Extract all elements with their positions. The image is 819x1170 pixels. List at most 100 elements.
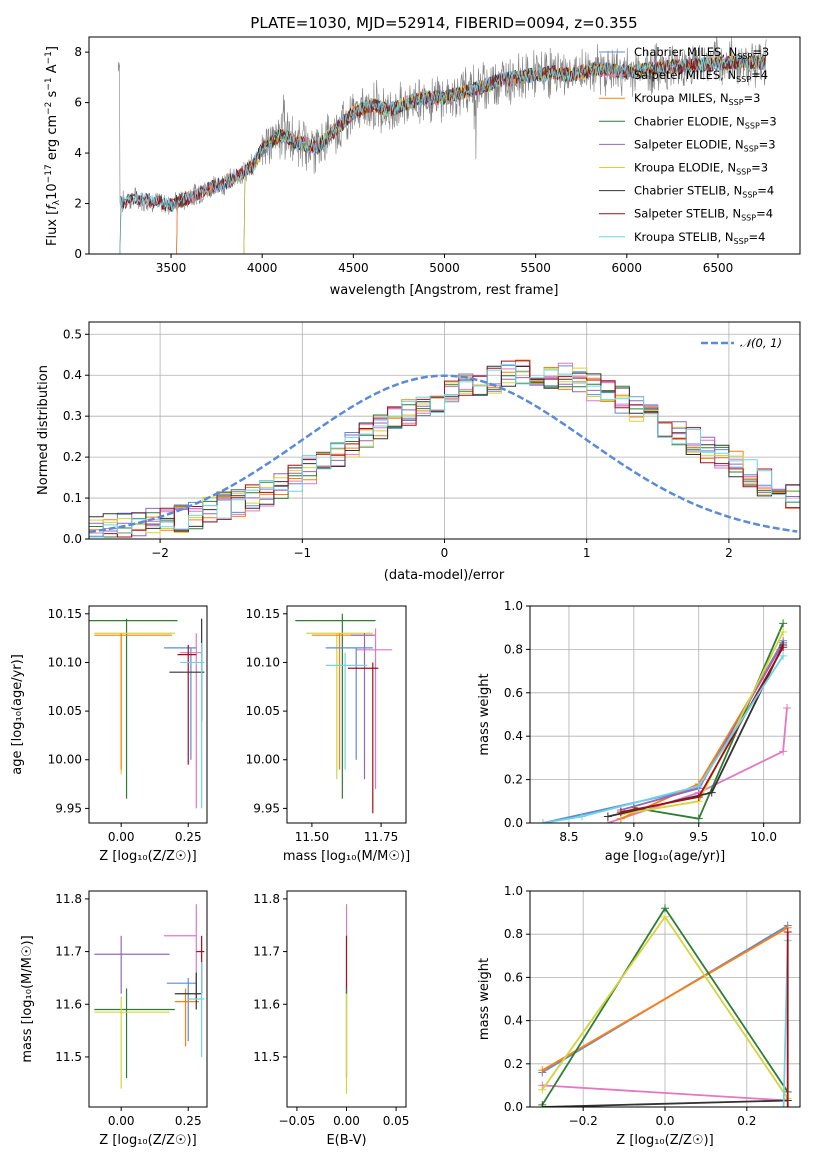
- series-point-kroupa_stelib: [694, 782, 703, 791]
- y-tick-label: 10.05: [48, 704, 82, 718]
- y-tick-label: 10.05: [246, 704, 280, 718]
- x-tick-label: 0.0: [655, 1114, 674, 1128]
- x-axis-label: mass [log₁₀(M/M☉)]: [283, 849, 410, 864]
- spectrum-x-label: wavelength [Angstrom, rest frame]: [330, 283, 559, 298]
- y-tick-label: 0.8: [504, 927, 523, 941]
- model-spectrum-chabrier_elodie: [243, 55, 766, 254]
- series-line-chabrier_stelib: [542, 1099, 788, 1107]
- y-tick-label: 0.0: [63, 532, 82, 546]
- spectrum-panel: PLATE=1030, MJD=52914, FIBERID=0094, z=0…: [44, 14, 801, 298]
- x-tick-label: 0.00: [108, 830, 135, 844]
- residual-x-label: (data-model)/error: [384, 568, 505, 583]
- x-tick-label: 0.25: [175, 1114, 202, 1128]
- series-point-kroupa_stelib: [538, 819, 547, 823]
- x-tick-label: 1: [583, 546, 591, 560]
- series-line-salpeter_stelib: [620, 646, 784, 813]
- y-tick-label: 10.15: [246, 607, 280, 621]
- x-tick-label: 0.2: [737, 1114, 756, 1128]
- axes-frame: [529, 605, 801, 824]
- y-tick-label: 8: [74, 45, 82, 59]
- y-tick-label: 2: [74, 197, 82, 211]
- y-tick-label: 9.95: [253, 801, 280, 815]
- y-tick-label: 11.7: [253, 945, 280, 959]
- spectrum-plot-area: 3500 4000 4500 5000 5500 6000 6500 0 2 4 6 8: [74, 36, 801, 275]
- legend-label-salpeter_elodie: Salpeter ELODIE, NSSP=3: [634, 137, 776, 153]
- series-line-salpeter_elodie: [620, 642, 784, 811]
- residual-panel: −2 −1 0 1 2 0.0 0.1 0.2 0.3 0.4 0.5 (data-model)/e…: [36, 321, 801, 583]
- model-spectrum-kroupa_elodie: [243, 54, 766, 254]
- spectrum-title: PLATE=1030, MJD=52914, FIBERID=0094, z=0…: [250, 14, 637, 32]
- y-tick-label: 1.0: [504, 599, 523, 613]
- legend-label-chabrier_elodie: Chabrier ELODIE, NSSP=3: [634, 114, 777, 130]
- y-axis-label: age [log₁₀(age/yr)]: [10, 654, 25, 775]
- y-tick-label: 6: [74, 96, 82, 110]
- y-tick-label: 0.1: [63, 491, 82, 505]
- x-axis-label: Z [log₁₀(Z/Z☉)]: [616, 1133, 713, 1148]
- x-tick-label: 0.00: [108, 1114, 135, 1128]
- residual-y-label: Normed distribution: [36, 365, 51, 495]
- series-point-salpeter_stelib: [783, 928, 792, 937]
- series-point-kroupa_miles: [538, 1066, 547, 1075]
- series-point-salpeter_stelib: [616, 808, 625, 817]
- model-spectrum-salpeter_elodie: [243, 55, 766, 254]
- y-tick-label: 0.6: [504, 970, 523, 984]
- series-point-salpeter_stelib: [694, 792, 703, 801]
- legend-label-salpeter_miles: Salpeter MILES, NSSP=4: [634, 68, 768, 84]
- spectrum-legend: Chabrier MILES, NSSP=3 Salpeter MILES, NS…: [599, 45, 777, 246]
- axes-frame: [88, 605, 208, 824]
- x-tick-label: 5500: [520, 261, 551, 275]
- massweight-vs-age-panel: 8.5 9.0 9.5 10.0 0.0 0.2 0.4 0.6 0.8 1.0 age [log₁…: [477, 599, 801, 864]
- series-point-salpeter_miles: [783, 703, 792, 712]
- y-tick-label: 11.5: [55, 1050, 82, 1064]
- x-tick-label: 8.5: [559, 830, 578, 844]
- x-tick-label: 3500: [156, 261, 187, 275]
- plot-marks: [89, 618, 205, 809]
- x-tick-label: 9.5: [689, 830, 708, 844]
- y-tick-label: 11.6: [253, 997, 280, 1011]
- y-tick-label: 0.2: [504, 1057, 523, 1071]
- plot-marks: [538, 619, 792, 823]
- y-tick-label: 11.8: [253, 892, 280, 906]
- x-axis-label: Z [log₁₀(Z/Z☉)]: [99, 849, 196, 864]
- y-tick-label: 0.4: [63, 368, 82, 382]
- y-tick-label: 0.5: [63, 327, 82, 341]
- y-tick-label: 0.0: [504, 816, 523, 830]
- y-tick-label: 0.3: [63, 409, 82, 423]
- y-tick-label: 11.6: [55, 997, 82, 1011]
- x-tick-label: 4000: [247, 261, 278, 275]
- x-tick-label: −1: [293, 546, 311, 560]
- series-line-salpeter_miles: [542, 1084, 788, 1102]
- series-point-kroupa_elodie: [538, 1085, 547, 1094]
- x-tick-label: 11.75: [364, 830, 398, 844]
- series-line-kroupa_stelib: [542, 655, 784, 823]
- mass-vs-ebv-panel: −0.05 0.00 0.05 11.5 11.6 11.7 11.8 E(B-V): [253, 890, 409, 1148]
- y-tick-label: 10.00: [246, 753, 280, 767]
- y-tick-label: 0.4: [504, 1014, 523, 1028]
- x-tick-label: 6000: [612, 261, 643, 275]
- legend-label-kroupa_elodie: Kroupa ELODIE, NSSP=3: [634, 161, 768, 177]
- x-axis-label: age [log₁₀(age/yr)]: [605, 849, 726, 864]
- series-line-salpeter_miles: [607, 707, 788, 823]
- residual-plot-area: −2 −1 0 1 2 0.0 0.1 0.2 0.3 0.4 0.5: [63, 321, 801, 560]
- model-spectrum-chabrier_stelib: [119, 54, 766, 254]
- plot-marks: [117, 37, 767, 254]
- series-point-salpeter_stelib: [779, 643, 788, 652]
- y-axis-label: mass weight: [477, 673, 492, 755]
- y-tick-label: 0.0: [504, 1100, 523, 1114]
- series-point-chabrier_elodie: [661, 904, 669, 913]
- plot-marks: [89, 359, 800, 538]
- plot-marks: [538, 904, 792, 1107]
- y-tick-label: 10.00: [48, 753, 82, 767]
- y-tick-label: 0.4: [504, 729, 523, 743]
- legend-label-kroupa_miles: Kroupa MILES, NSSP=3: [634, 91, 760, 107]
- age-vs-metallicity-panel: 0.00 0.25 9.95 10.00 10.05 10.10 10.15 Z [log₁₀…: [10, 605, 208, 864]
- x-tick-label: 5000: [429, 261, 460, 275]
- model-spectrum-kroupa_stelib: [119, 53, 766, 254]
- age-vs-mass-panel: 11.50 11.75 9.95 10.00 10.05 10.10 10.15 mass […: [246, 605, 410, 864]
- x-axis-label: Z [log₁₀(Z/Z☉)]: [99, 1133, 196, 1148]
- spectrum-y-label: Flux [fλ10−17 erg cm−2 s−1 A−1]: [44, 46, 62, 246]
- x-tick-label: 2: [725, 546, 733, 560]
- x-tick-label: 9.0: [624, 830, 643, 844]
- series-point-kroupa_stelib: [577, 812, 586, 821]
